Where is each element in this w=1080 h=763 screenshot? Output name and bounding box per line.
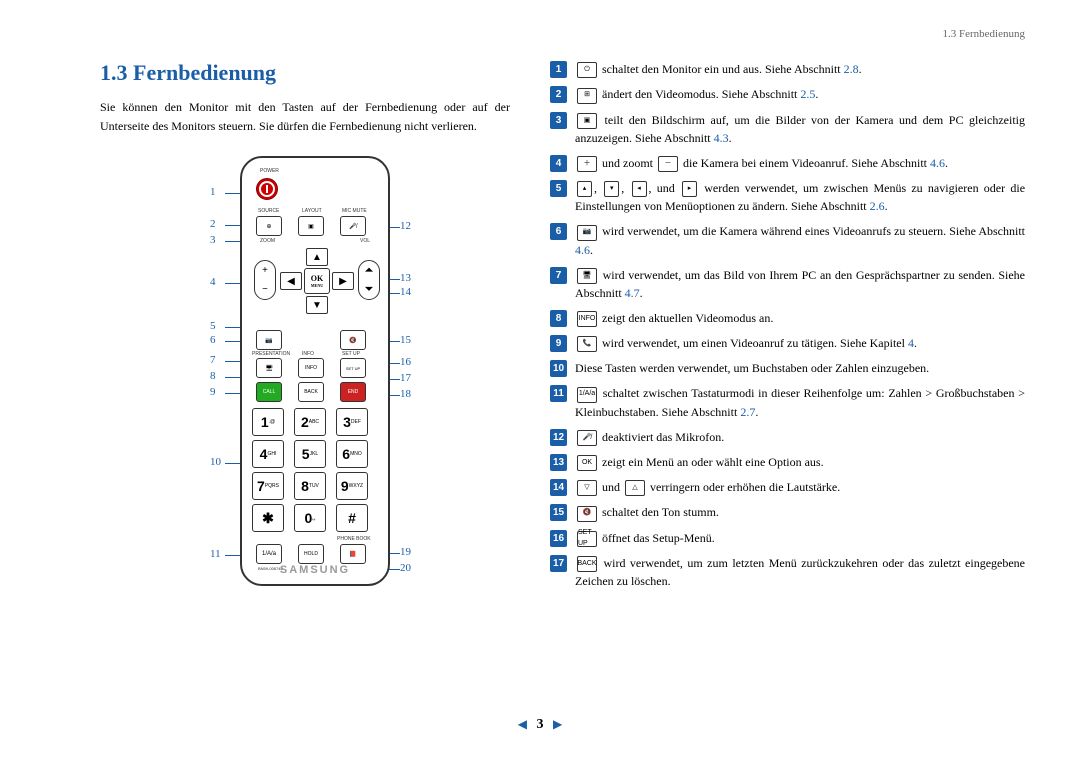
legend-item-12: 12🎤̸ deaktiviert das Mikrofon.	[550, 428, 1025, 446]
legend-item-9: 9📞 wird verwendet, um einen Videoanruf z…	[550, 334, 1025, 352]
next-page-icon[interactable]: ▶	[553, 717, 562, 731]
callout-16: 16	[400, 356, 411, 368]
keypad-5: 5JKL	[294, 440, 326, 468]
callout-4: 4	[210, 276, 216, 288]
legend-badge: 8	[550, 310, 567, 327]
callout-17: 17	[400, 372, 411, 384]
legend-badge: 3	[550, 112, 567, 129]
layout-btn: ▣	[298, 216, 324, 236]
callout-1: 1	[210, 186, 216, 198]
legend-item-15: 15🔇 schaltet den Ton stumm.	[550, 503, 1025, 521]
legend-badge: 2	[550, 86, 567, 103]
keypad-0: 0␣	[294, 504, 326, 532]
callout-20: 20	[400, 562, 411, 574]
callout-11: 11	[210, 548, 221, 560]
callout-5: 5	[210, 320, 216, 332]
callout-8: 8	[210, 370, 216, 382]
legend-item-2: 2⊞ ändert den Videomodus. Siehe Abschnit…	[550, 85, 1025, 103]
callout-7: 7	[210, 354, 216, 366]
legend-item-17: 17BACK wird verwendet, um zum letzten Me…	[550, 554, 1025, 590]
legend-badge: 4	[550, 155, 567, 172]
micmute-btn: 🎤̸	[340, 216, 366, 236]
legend-badge: 10	[550, 360, 567, 377]
source-btn: ⊕	[256, 216, 282, 236]
legend-badge: 15	[550, 504, 567, 521]
legend-item-4: 4＋ und zoomt － die Kamera bei einem Vide…	[550, 154, 1025, 172]
legend-badge: 17	[550, 555, 567, 572]
legend-item-7: 7🖥 wird verwendet, um das Bild von Ihrem…	[550, 266, 1025, 302]
legend-badge: 5	[550, 180, 567, 197]
keypad-7: 7PQRS	[252, 472, 284, 500]
brand-label: SAMSUNG	[242, 564, 388, 576]
keypad-9: 9WXYZ	[336, 472, 368, 500]
legend-badge: 13	[550, 454, 567, 471]
legend-item-14: 14▽ und △ verringern oder erhöhen die La…	[550, 478, 1025, 496]
legend-badge: 14	[550, 479, 567, 496]
keypad-#: #	[336, 504, 368, 532]
callout-2: 2	[210, 218, 216, 230]
prev-page-icon[interactable]: ◀	[518, 717, 527, 731]
legend-item-1: 1⏻ schaltet den Monitor ein und aus. Sie…	[550, 60, 1025, 78]
legend-badge: 7	[550, 267, 567, 284]
callout-12: 12	[400, 220, 411, 232]
legend-item-10: 10Diese Tasten werden verwendet, um Buch…	[550, 359, 1025, 377]
left-column: 1.3 Fernbedienung Sie können den Monitor…	[100, 60, 510, 597]
legend-badge: 6	[550, 223, 567, 240]
right-column: 1⏻ schaltet den Monitor ein und aus. Sie…	[550, 60, 1025, 597]
remote-outline: POWER SOURCE LAYOUT MIC MUTE ⊕ ▣ 🎤̸ ZOOM…	[240, 156, 390, 586]
intro-text: Sie können den Monitor mit den Tasten au…	[100, 98, 510, 136]
keypad-1: 1.@	[252, 408, 284, 436]
page-number: 3	[537, 717, 544, 732]
legend-item-3: 3▣ teilt den Bildschirm auf, um die Bild…	[550, 111, 1025, 147]
running-header: 1.3 Fernbedienung	[943, 28, 1025, 40]
remote-diagram: 1234567891011 121314151617181920 POWER S…	[100, 156, 510, 596]
legend-list: 1⏻ schaltet den Monitor ein und aus. Sie…	[550, 60, 1025, 590]
callout-15: 15	[400, 334, 411, 346]
callout-19: 19	[400, 546, 411, 558]
legend-badge: 9	[550, 335, 567, 352]
legend-item-11: 111/A/a schaltet zwischen Tastaturmodi i…	[550, 384, 1025, 420]
content-columns: 1.3 Fernbedienung Sie können den Monitor…	[100, 60, 1025, 597]
callout-6: 6	[210, 334, 216, 346]
legend-item-13: 13OK zeigt ein Menü an oder wählt eine O…	[550, 453, 1025, 471]
keypad-6: 6MNO	[336, 440, 368, 468]
legend-badge: 11	[550, 385, 567, 402]
legend-item-5: 5▴, ▾, ◂, und ▸ werden verwendet, um zwi…	[550, 179, 1025, 215]
section-title: 1.3 Fernbedienung	[100, 60, 510, 86]
legend-item-8: 8INFO zeigt den aktuellen Videomodus an.	[550, 309, 1025, 327]
legend-badge: 12	[550, 429, 567, 446]
legend-badge: 1	[550, 61, 567, 78]
keypad-✱: ✱	[252, 504, 284, 532]
callout-10: 10	[210, 456, 221, 468]
keypad-4: 4GHI	[252, 440, 284, 468]
legend-item-16: 16SET UP öffnet das Setup-Menü.	[550, 529, 1025, 547]
callout-9: 9	[210, 386, 216, 398]
power-button-icon	[256, 178, 278, 200]
callout-3: 3	[210, 234, 216, 246]
legend-badge: 16	[550, 530, 567, 547]
page-footer: ◀ 3 ▶	[0, 717, 1080, 733]
legend-item-6: 6📷 wird verwendet, um die Kamera während…	[550, 222, 1025, 258]
dpad: +− ⏶⏷ ▲ ▼ ◀ ▶ OKMENU	[272, 246, 362, 316]
callout-13: 13	[400, 272, 411, 284]
keypad-8: 8TUV	[294, 472, 326, 500]
callout-14: 14	[400, 286, 411, 298]
keypad-3: 3DEF	[336, 408, 368, 436]
callout-18: 18	[400, 388, 411, 400]
keypad-2: 2ABC	[294, 408, 326, 436]
